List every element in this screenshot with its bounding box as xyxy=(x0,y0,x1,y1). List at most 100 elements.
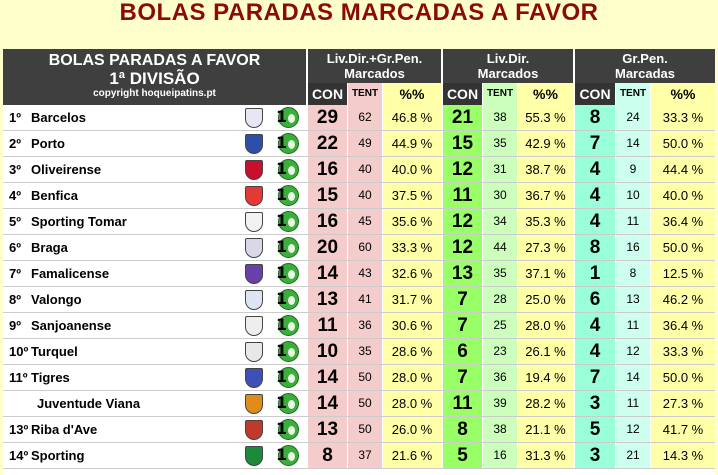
subheader-con: CON xyxy=(308,83,347,105)
livdir-pct-cell: 35.3 % xyxy=(518,209,573,234)
row-divider xyxy=(3,208,715,209)
grpen-tent-cell: 24 xyxy=(616,105,650,130)
livdir-pct-cell: 28.2 % xyxy=(518,391,573,416)
total-pct-cell: 33.3 % xyxy=(383,235,441,260)
grpen-tent-cell: 13 xyxy=(616,287,650,312)
division-1-badge-icon: 1 xyxy=(276,159,299,180)
livdir-pct-cell: 25.0 % xyxy=(518,287,573,312)
total-tent-cell: 36 xyxy=(348,313,382,338)
division-1-badge-icon: 1 xyxy=(276,445,299,466)
livdir-tent-cell: 28 xyxy=(483,287,517,312)
grpen-tent-cell: 9 xyxy=(616,157,650,182)
total-con-cell: 14 xyxy=(308,365,347,390)
grpen-con-cell: 4 xyxy=(575,339,615,364)
logos-cell: 1 xyxy=(240,209,306,234)
rank-label: 5º xyxy=(9,214,21,229)
division-1-badge-icon: 1 xyxy=(276,237,299,258)
division-1-badge-icon: 1 xyxy=(276,107,299,128)
livdir-tent-cell: 34 xyxy=(483,209,517,234)
grpen-con-cell: 1 xyxy=(575,261,615,286)
logos-cell: 1 xyxy=(240,183,306,208)
group-header-total-line2: Marcados xyxy=(344,66,405,81)
table-row: 13º Riba d'Ave 1 13 50 26.0 % 8 38 21.1 % 5 12 41.7… xyxy=(3,417,715,443)
team-name: Riba d'Ave xyxy=(31,422,98,437)
team-name: Famalicense xyxy=(31,266,110,281)
logos-cell: 1 xyxy=(240,287,306,312)
division-1-badge-icon: 1 xyxy=(276,185,299,206)
livdir-tent-cell: 39 xyxy=(483,391,517,416)
rank-label: 11º xyxy=(9,370,28,385)
row-divider xyxy=(3,364,715,365)
team-name: Sporting Tomar xyxy=(31,214,127,229)
table-row: 5º Sporting Tomar 1 16 45 35.6 % 12 34 35.3 % 4 11… xyxy=(3,209,715,235)
group-header-grpen: Gr.Pen. Marcadas xyxy=(575,49,715,83)
total-pct-cell: 35.6 % xyxy=(383,209,441,234)
rank-label: 4º xyxy=(9,188,21,203)
livdir-tent-cell: 44 xyxy=(483,235,517,260)
livdir-pct-cell: 42.9 % xyxy=(518,131,573,156)
total-con-cell: 14 xyxy=(308,261,347,286)
logos-cell: 1 xyxy=(240,157,306,182)
team-name: Barcelos xyxy=(31,110,86,125)
rank-label: 3º xyxy=(9,162,21,177)
total-con-cell: 13 xyxy=(308,417,347,442)
total-pct-cell: 21.6 % xyxy=(383,443,441,468)
grpen-con-cell: 6 xyxy=(575,287,615,312)
livdir-tent-cell: 36 xyxy=(483,365,517,390)
team-cell: 4º Benfica xyxy=(3,183,240,208)
grpen-con-cell: 3 xyxy=(575,443,615,468)
grpen-con-cell: 7 xyxy=(575,131,615,156)
livdir-tent-cell: 16 xyxy=(483,443,517,468)
team-cell: 3º Oliveirense xyxy=(3,157,240,182)
division-1-badge-icon: 1 xyxy=(276,289,299,310)
total-con-cell: 13 xyxy=(308,287,347,312)
tigres-crest-icon xyxy=(245,368,263,388)
total-tent-cell: 60 xyxy=(348,235,382,260)
total-con-cell: 15 xyxy=(308,183,347,208)
total-tent-cell: 50 xyxy=(348,417,382,442)
total-con-cell: 8 xyxy=(308,443,347,468)
table-header-title: BOLAS PARADAS A FAVOR 1ª DIVISÃO copyrig… xyxy=(3,49,306,105)
livdir-con-cell: 12 xyxy=(443,157,482,182)
team-cell: 14º Sporting xyxy=(3,443,240,468)
rank-label: 13º xyxy=(9,422,29,437)
grpen-pct-cell: 50.0 % xyxy=(651,365,715,390)
grpen-pct-cell: 41.7 % xyxy=(651,417,715,442)
livdir-con-cell: 8 xyxy=(443,417,482,442)
total-tent-cell: 37 xyxy=(348,443,382,468)
livdir-con-cell: 21 xyxy=(443,105,482,130)
total-con-cell: 16 xyxy=(308,209,347,234)
team-cell: 2º Porto xyxy=(3,131,240,156)
grpen-con-cell: 3 xyxy=(575,391,615,416)
logos-cell: 1 xyxy=(240,391,306,416)
livdir-tent-cell: 38 xyxy=(483,417,517,442)
livdir-con-cell: 15 xyxy=(443,131,482,156)
grpen-pct-cell: 50.0 % xyxy=(651,131,715,156)
team-name: Oliveirense xyxy=(31,162,102,177)
grpen-pct-cell: 14.3 % xyxy=(651,443,715,468)
grpen-pct-cell: 12.5 % xyxy=(651,261,715,286)
total-tent-cell: 35 xyxy=(348,339,382,364)
team-name: Valongo xyxy=(31,292,82,307)
total-tent-cell: 50 xyxy=(348,391,382,416)
subheader-pct: %% xyxy=(383,83,441,105)
row-divider xyxy=(3,468,715,469)
sanjoanense-crest-icon xyxy=(245,316,263,336)
header-copyright: copyright hoqueipatins.pt xyxy=(93,88,216,99)
header-title-line1: BOLAS PARADAS A FAVOR xyxy=(48,52,261,69)
valongo-crest-icon xyxy=(245,290,263,310)
grpen-pct-cell: 36.4 % xyxy=(651,209,715,234)
oliveirense-crest-icon xyxy=(245,160,263,180)
grpen-con-cell: 8 xyxy=(575,105,615,130)
grpen-con-cell: 4 xyxy=(575,183,615,208)
table-row: 14º Sporting 1 8 37 21.6 % 5 16 31.3 % 3 21 14.3 % xyxy=(3,443,715,469)
livdir-pct-cell: 31.3 % xyxy=(518,443,573,468)
grpen-tent-cell: 11 xyxy=(616,209,650,234)
livdir-pct-cell: 37.1 % xyxy=(518,261,573,286)
braga-crest-icon xyxy=(245,238,263,258)
total-pct-cell: 37.5 % xyxy=(383,183,441,208)
livdir-pct-cell: 55.3 % xyxy=(518,105,573,130)
grpen-tent-cell: 10 xyxy=(616,183,650,208)
grpen-con-cell: 4 xyxy=(575,209,615,234)
sporting-tomar-crest-icon xyxy=(245,212,263,232)
